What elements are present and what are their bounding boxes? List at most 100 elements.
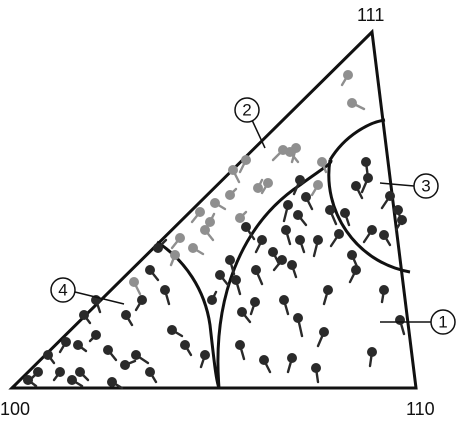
- marker-dot: [313, 180, 323, 190]
- region-circle-3: [413, 173, 439, 199]
- orientation-marker: [329, 229, 344, 248]
- orientation-marker: [43, 350, 56, 365]
- marker-dot: [281, 225, 291, 235]
- orientation-marker: [58, 337, 71, 354]
- orientation-marker: [287, 260, 298, 279]
- marker-dot: [259, 355, 269, 365]
- marker-dot: [207, 295, 217, 305]
- orientation-marker: [145, 367, 158, 384]
- orientation-marker: [200, 225, 215, 242]
- marker-dot: [268, 247, 278, 257]
- marker-dot: [278, 145, 288, 155]
- marker-dot: [293, 313, 303, 323]
- marker-dot: [91, 330, 101, 340]
- orientation-marker: [325, 205, 338, 226]
- region-boundaries: [8, 28, 418, 390]
- orientation-marker: [23, 375, 38, 388]
- marker-dot: [253, 183, 263, 193]
- marker-dot: [145, 367, 155, 377]
- orientation-marker: [347, 98, 366, 111]
- orientation-marker: [67, 375, 84, 388]
- orientation-marker: [129, 277, 142, 296]
- orientation-marker: [103, 345, 118, 362]
- orientation-marker: [379, 285, 389, 304]
- orientation-marker: [340, 208, 351, 227]
- marker-dot: [137, 295, 147, 305]
- orientation-marker: [235, 210, 248, 223]
- triangle-outline: [8, 28, 418, 390]
- region-circle-1: [430, 309, 456, 335]
- marker-dot: [75, 367, 85, 377]
- orientation-markers: [23, 70, 407, 390]
- marker-dot: [23, 375, 33, 385]
- orientation-marker: [340, 70, 353, 87]
- marker-dot: [131, 350, 141, 360]
- orientation-marker: [286, 353, 297, 374]
- orientation-marker: [88, 330, 101, 343]
- marker-dot: [279, 295, 289, 305]
- marker-dot: [295, 175, 305, 185]
- marker-dot: [340, 208, 350, 218]
- orientation-marker: [271, 145, 288, 162]
- marker-dot: [311, 363, 321, 373]
- marker-dot: [107, 377, 117, 387]
- marker-dot: [319, 327, 329, 337]
- boundary-arc-region3: [327, 159, 411, 274]
- marker-dot: [237, 307, 247, 317]
- marker-dot: [301, 192, 311, 202]
- corner-label-110: 110: [406, 399, 435, 419]
- orientation-marker: [249, 297, 260, 316]
- marker-dot: [121, 310, 131, 320]
- orientation-marker: [380, 191, 395, 210]
- region-callouts: 1 2 3 4: [50, 97, 456, 335]
- orientation-marker: [254, 235, 267, 254]
- marker-dot: [210, 198, 220, 208]
- marker-dot: [313, 235, 323, 245]
- leader-line-4: [74, 291, 125, 305]
- orientation-marker: [281, 225, 292, 246]
- orientation-marker: [52, 367, 65, 382]
- marker-dot: [225, 255, 235, 265]
- orientation-marker: [322, 285, 333, 306]
- region-circle-4: [50, 277, 76, 303]
- orientation-marker: [282, 200, 293, 223]
- orientation-marker: [362, 225, 377, 244]
- marker-dot: [277, 255, 287, 265]
- marker-dot: [188, 243, 198, 253]
- marker-dot: [379, 230, 389, 240]
- marker-dot: [347, 250, 357, 260]
- orientation-marker: [145, 265, 160, 282]
- marker-dot: [228, 165, 238, 175]
- orientation-marker: [310, 180, 323, 197]
- orientation-marker: [153, 238, 168, 253]
- boundary-arc-middle: [216, 158, 333, 389]
- orientation-marker: [292, 175, 305, 196]
- marker-dot: [120, 360, 130, 370]
- orientation-marker: [253, 178, 264, 193]
- marker-dot: [33, 367, 43, 377]
- marker-dot: [43, 350, 53, 360]
- marker-dot: [393, 205, 403, 215]
- orientation-marker: [120, 359, 137, 370]
- orientation-marker: [131, 350, 150, 365]
- orientation-marker: [225, 255, 236, 276]
- marker-dot: [250, 297, 260, 307]
- region-label-2: 2: [242, 101, 251, 120]
- orientation-marker: [317, 157, 328, 174]
- orientation-marker: [215, 270, 230, 287]
- orientation-marker: [238, 155, 251, 174]
- region-label-3: 3: [421, 177, 430, 196]
- marker-dot: [361, 157, 371, 167]
- orientation-marker: [107, 377, 124, 390]
- orientation-marker: [360, 173, 373, 194]
- marker-dot: [334, 229, 344, 239]
- marker-dot: [160, 285, 170, 295]
- marker-dot: [317, 157, 327, 167]
- orientation-marker: [205, 212, 216, 227]
- orientation-marker: [260, 178, 273, 195]
- marker-dot: [200, 225, 210, 235]
- marker-dot: [363, 173, 373, 183]
- orientation-marker: [207, 290, 218, 305]
- marker-dot: [323, 285, 333, 295]
